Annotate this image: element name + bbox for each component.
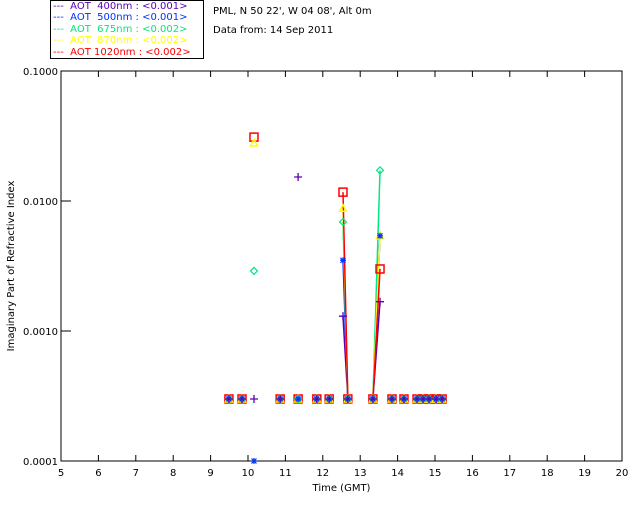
x-tick-label: 16 — [466, 468, 479, 479]
data-point — [249, 132, 259, 142]
x-tick-label: 5 — [58, 468, 64, 479]
series-line — [372, 268, 381, 400]
data-point — [249, 137, 259, 147]
legend-entry: --- AOT 400nm : <0.001> — [53, 1, 188, 12]
data-point — [249, 394, 258, 403]
data-point — [224, 394, 233, 403]
data-point — [377, 232, 384, 239]
date-info: Data from: 14 Sep 2011 — [213, 25, 334, 36]
x-axis-label: Time (GMT) — [312, 483, 371, 494]
data-point — [312, 394, 321, 403]
x-tick-label: 12 — [316, 468, 329, 479]
data-point — [295, 395, 302, 402]
data-point — [338, 203, 348, 212]
data-point — [375, 264, 385, 274]
x-tick-label: 15 — [429, 468, 442, 479]
data-point — [338, 187, 348, 197]
data-point — [387, 394, 396, 403]
x-tick-label: 14 — [391, 468, 404, 479]
y-axis-label: Imaginary Part of Refractive Index — [6, 181, 17, 352]
site-info: PML, N 50 22', W 04 08', Alt 0m — [213, 6, 372, 17]
data-point — [276, 394, 285, 403]
plot-frame — [60, 70, 623, 462]
data-point — [294, 172, 303, 181]
data-point — [343, 394, 352, 403]
x-tick-label: 11 — [279, 468, 292, 479]
data-point — [425, 394, 434, 403]
series-line — [342, 192, 349, 399]
data-point — [238, 394, 247, 403]
data-point — [376, 297, 385, 306]
legend-entry: --- AOT 500nm : <0.001> — [53, 12, 188, 24]
data-point — [250, 458, 257, 464]
x-tick-label: 8 — [170, 468, 176, 479]
x-tick-label: 10 — [242, 468, 255, 479]
legend-entry: --- AOT 870nm : <0.002> — [53, 35, 188, 47]
data-point — [338, 217, 348, 227]
x-tick-label: 6 — [95, 468, 101, 479]
data-point — [325, 394, 334, 403]
x-tick-label: 9 — [207, 468, 213, 479]
data-point — [339, 257, 346, 264]
x-tick-label: 7 — [133, 468, 139, 479]
legend: --- AOT 400nm : <0.001> --- AOT 500nm : <… — [50, 0, 204, 59]
legend-entry: --- AOT 1020nm : <0.002> — [53, 46, 191, 58]
y-tick-label: 0.1000 — [23, 67, 58, 78]
x-tick-label: 20 — [616, 468, 629, 479]
data-point — [293, 394, 303, 404]
y-tick-label: 0.0001 — [23, 457, 58, 468]
x-tick-label: 19 — [578, 468, 591, 479]
x-tick-label: 17 — [503, 468, 516, 479]
data-point — [249, 266, 259, 276]
data-point — [399, 394, 408, 403]
x-tick-label: 13 — [354, 468, 367, 479]
x-tick-label: 18 — [541, 468, 554, 479]
y-tick-label: 0.0010 — [23, 327, 58, 338]
y-tick-label: 0.0100 — [23, 197, 58, 208]
legend-entry: --- AOT 675nm : <0.002> — [53, 23, 188, 35]
data-point — [338, 312, 347, 321]
data-point — [438, 394, 447, 403]
data-point — [375, 166, 385, 175]
data-point — [368, 394, 377, 403]
